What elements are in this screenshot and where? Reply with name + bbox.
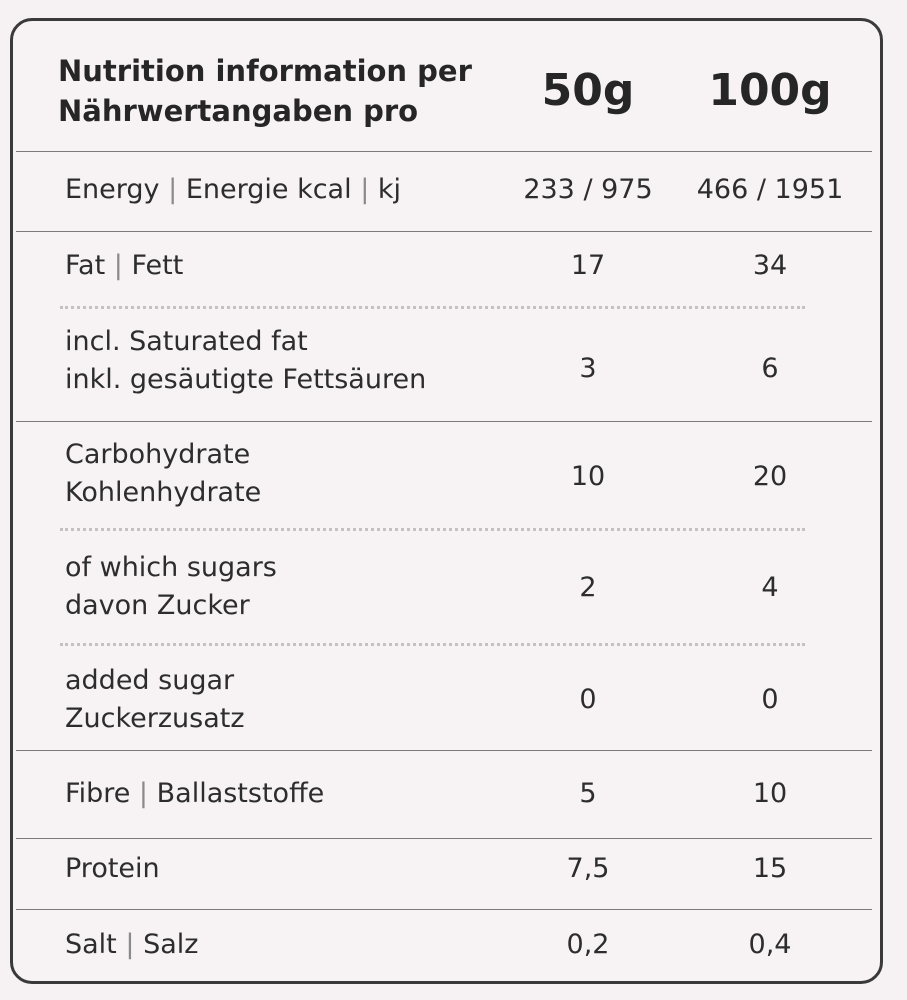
row-value-100g: 4 — [761, 572, 779, 603]
row-value-50g: 3 — [579, 353, 597, 384]
row-value-100g: 20 — [752, 461, 788, 492]
row-value-50g: 233 / 975 — [523, 174, 653, 205]
row-value-50g: 7,5 — [566, 853, 610, 884]
divider — [16, 838, 872, 839]
header-title-de: Nährwertangaben pro — [58, 94, 419, 128]
row-label: incl. Saturated fat inkl. gesäutigte Fet… — [65, 326, 427, 395]
row-value-50g: 17 — [570, 250, 606, 281]
row-value-50g: 5 — [579, 778, 597, 809]
row-label: Salt | Salz — [65, 929, 199, 960]
row-label: of which sugars davon Zucker — [65, 552, 277, 621]
header-title-en: Nutrition information per — [58, 54, 472, 88]
table-header: Nutrition information per Nährwertangabe… — [13, 21, 880, 153]
header-col-100g: 100g — [708, 65, 832, 116]
row-value-50g: 0,2 — [566, 929, 610, 960]
row-label: Energy | Energie kcal | kj — [65, 174, 402, 205]
row-label: Protein — [65, 853, 160, 884]
row-label: Fibre | Ballaststoffe — [65, 778, 325, 809]
row-value-100g: 15 — [752, 853, 788, 884]
divider — [16, 151, 872, 152]
row-value-100g: 466 / 1951 — [696, 174, 844, 205]
row-value-100g: 34 — [752, 250, 788, 281]
header-title: Nutrition information per Nährwertangabe… — [58, 51, 472, 131]
row-label: Carbohydrate Kohlenhydrate — [65, 439, 262, 508]
divider — [16, 231, 872, 232]
row-label: added sugar Zuckerzusatz — [65, 665, 245, 734]
row-label: Fat | Fett — [65, 250, 184, 281]
row-value-100g: 0,4 — [748, 929, 792, 960]
dotted-divider — [60, 643, 805, 646]
dotted-divider — [60, 528, 805, 531]
divider — [16, 909, 872, 910]
row-value-100g: 6 — [761, 353, 779, 384]
divider — [16, 421, 872, 422]
row-value-100g: 0 — [761, 684, 779, 715]
row-value-50g: 10 — [570, 461, 606, 492]
nutrition-table: Nutrition information per Nährwertangabe… — [10, 18, 883, 984]
row-value-100g: 10 — [752, 778, 788, 809]
row-value-50g: 2 — [579, 572, 597, 603]
header-col-50g: 50g — [541, 65, 635, 116]
row-value-50g: 0 — [579, 684, 597, 715]
dotted-divider — [60, 306, 805, 309]
divider — [16, 750, 872, 751]
